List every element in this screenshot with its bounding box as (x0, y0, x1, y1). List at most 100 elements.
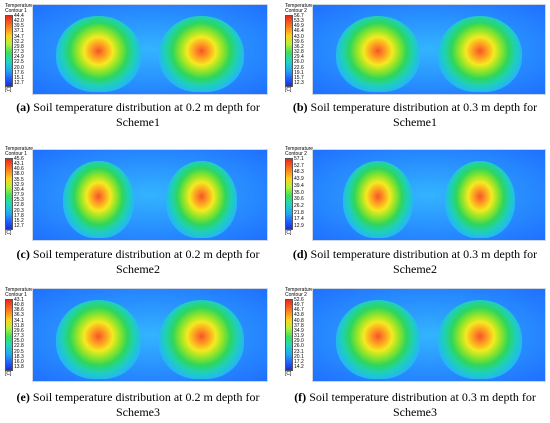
colorbar-tick-label: 31.9 (294, 333, 304, 340)
colorbar-tick-label: 29.0 (294, 338, 304, 345)
legend-title: Temperature (285, 287, 314, 293)
colorbar-tick-label: 36.3 (14, 312, 24, 319)
caption-text: Soil temperature distribution at 0.3 m d… (307, 247, 538, 261)
hotspot-right (438, 15, 522, 93)
hotspot-left (56, 15, 141, 93)
colorbar-ticks: 45.6 43.1 40.6 38.0 35.5 32.9 30.4 27.9 25.3 22.8… (14, 157, 30, 229)
colorbar-tick-label: 27.9 (14, 192, 24, 199)
caption-scheme: Scheme3 (116, 405, 160, 419)
temperature-contour-plot (312, 288, 546, 382)
temperature-contour-plot (312, 149, 546, 241)
colorbar-tick-label: 43.0 (294, 33, 304, 40)
caption: (d) Soil temperature distribution at 0.3… (285, 247, 545, 277)
colorbar-tick-label: 34.1 (14, 317, 24, 324)
temperature-contour-plot (32, 4, 268, 95)
legend-title: Temperature (5, 287, 34, 293)
colorbar-tick-label: 12.9 (294, 223, 304, 229)
colorbar-tick-label: 26.0 (294, 59, 304, 66)
temperature-contour-plot (32, 149, 268, 241)
colorbar-tick-label: 22.8 (14, 202, 24, 209)
colorbar-tick-label: 39.6 (294, 38, 304, 45)
colorbar-tick-label: 45.6 (14, 156, 24, 162)
colorbar-tick-label: 39.5 (14, 23, 24, 30)
colorbar-tick-label: 36.2 (294, 43, 304, 50)
caption-text: Soil temperature distribution at 0.2 m d… (29, 247, 260, 261)
figure-panel-e: Temperature Contour 1 43.1 40.8 38.6 36.3 34… (0, 285, 272, 423)
legend: Temperature Contour 1 43.1 40.8 38.6 36.3 34… (5, 288, 33, 383)
colorbar-tick-label: 40.6 (14, 166, 24, 173)
colorbar-tick-label: 12.7 (14, 223, 24, 229)
colorbar-tick-label: 38.0 (14, 171, 24, 178)
colorbar-tick-label: 17.2 (294, 358, 304, 365)
caption-label: (a) (16, 100, 31, 114)
colorbar-tick-label: 35.5 (14, 176, 24, 183)
colorbar-tick-label: 39.4 (294, 182, 304, 189)
colorbar-tick-label: 29.8 (14, 43, 24, 50)
colorbar-tick-label: 56.7 (294, 13, 304, 19)
colorbar-tick-label: 42.0 (14, 18, 24, 25)
colorbar-ticks: 52.6 49.7 46.7 43.8 40.8 37.8 34.9 31.9 29.0 26.0… (294, 298, 310, 370)
legend: Temperature Contour 2 56.7 53.3 49.9 46.4 43… (285, 4, 313, 99)
caption-label: (b) (292, 100, 308, 114)
colorbar-tick-label: 27.3 (14, 49, 24, 56)
figure-panel-c: Temperature Contour 1 45.6 43.1 40.6 38.0 35… (0, 143, 272, 280)
legend-subtitle: Contour 1 (5, 292, 27, 298)
colorbar-tick-label: 22.8 (14, 343, 24, 350)
colorbar-ticks: 57.1 52.7 48.3 43.9 39.4 35.0 30.6 26.2 21.8 17.4… (294, 157, 310, 229)
colorbar (5, 299, 13, 371)
colorbar-tick-label: 20.3 (14, 207, 24, 214)
hotspot-left (336, 300, 420, 380)
colorbar-ticks: 44.4 42.0 39.5 37.1 34.7 32.2 29.8 27.3 24.9 22.5… (14, 14, 30, 86)
colorbar-ticks: 56.7 53.3 49.9 46.4 43.0 39.6 36.2 32.8 29.4 26.0… (294, 14, 310, 86)
hotspot-right (159, 15, 244, 93)
colorbar-tick-label: 43.9 (294, 176, 304, 183)
caption-label: (f) (294, 390, 307, 404)
colorbar-tick-label: 26.0 (294, 343, 304, 350)
colorbar-tick-label: 34.7 (14, 33, 24, 40)
temperature-contour-plot (312, 4, 546, 95)
legend-unit: [C] (5, 230, 12, 236)
colorbar-tick-label: 16.0 (14, 358, 24, 365)
legend-subtitle: Contour 1 (5, 151, 27, 157)
colorbar-tick-label: 32.8 (294, 49, 304, 56)
caption-scheme: Scheme1 (393, 115, 437, 129)
colorbar-tick-label: 37.1 (14, 28, 24, 35)
colorbar-tick-label: 21.8 (294, 209, 304, 216)
caption: (c) Soil temperature distribution at 0.2… (8, 247, 268, 277)
colorbar-tick-label: 23.1 (294, 348, 304, 355)
colorbar-tick-label: 14.2 (294, 364, 304, 370)
colorbar-tick-label: 17.8 (14, 212, 24, 219)
legend-unit: [C] (285, 87, 292, 93)
colorbar-tick-label: 20.1 (294, 353, 304, 360)
hotspot-left (63, 160, 134, 239)
colorbar (285, 299, 293, 371)
figure-panel-d: Temperature Contour 2 57.1 52.7 48.3 43.9 39… (279, 143, 550, 280)
colorbar-tick-label: 40.8 (14, 302, 24, 309)
caption: (a) Soil temperature distribution at 0.2… (8, 100, 268, 130)
colorbar-tick-label: 52.6 (294, 297, 304, 303)
colorbar-tick-label: 25.3 (14, 197, 24, 204)
colorbar-tick-label: 43.1 (14, 161, 24, 168)
caption-scheme: Scheme2 (393, 262, 437, 276)
colorbar-tick-label: 17.6 (14, 69, 24, 76)
colorbar-tick-label: 26.2 (294, 202, 304, 209)
colorbar-tick-label: 17.4 (294, 216, 304, 223)
colorbar-tick-label: 38.6 (14, 307, 24, 314)
hotspot-left (336, 15, 420, 93)
caption-text: Soil temperature distribution at 0.2 m d… (29, 390, 260, 404)
colorbar-tick-label: 32.9 (14, 181, 24, 188)
colorbar-tick-label: 19.1 (294, 69, 304, 76)
caption: (b) Soil temperature distribution at 0.3… (285, 100, 545, 130)
legend: Temperature Contour 2 57.1 52.7 48.3 43.9 39… (285, 147, 313, 242)
colorbar-tick-label: 30.6 (294, 196, 304, 203)
caption: (f) Soil temperature distribution at 0.3… (285, 390, 545, 420)
colorbar-tick-label: 31.8 (14, 322, 24, 329)
legend: Temperature Contour 1 45.6 43.1 40.6 38.0 35… (5, 147, 33, 242)
hotspot-left (343, 160, 413, 239)
colorbar-tick-label: 52.7 (294, 162, 304, 169)
colorbar-tick-label: 24.9 (14, 54, 24, 61)
colorbar-tick-label: 29.6 (14, 327, 24, 334)
colorbar-tick-label: 22.5 (14, 59, 24, 66)
caption-text: Soil temperature distribution at 0.3 m d… (306, 390, 536, 404)
caption-text: Soil temperature distribution at 0.3 m d… (307, 100, 538, 114)
